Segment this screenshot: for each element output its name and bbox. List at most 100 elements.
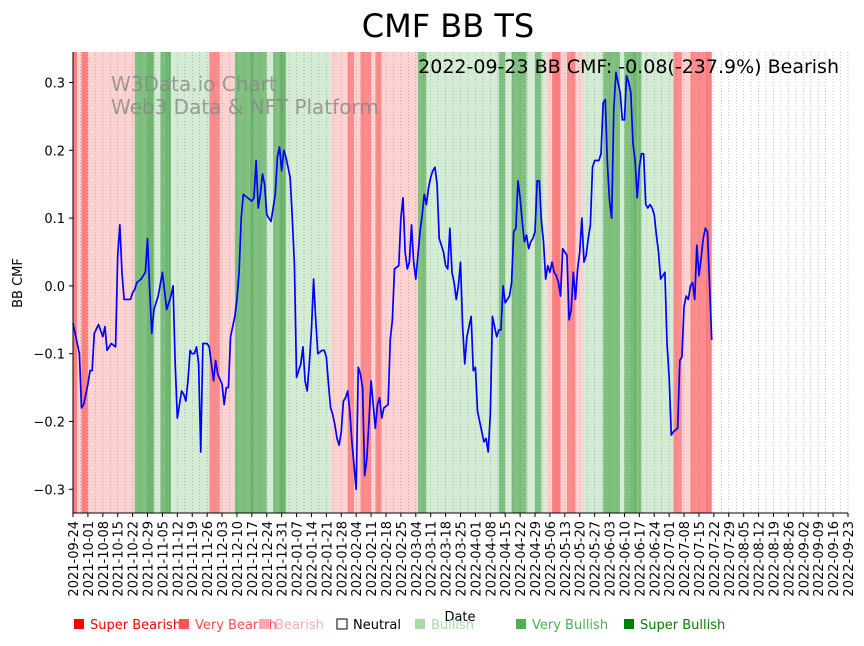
regime-band-35 [535,52,542,513]
x-tick-label: 2022-08-19 [767,521,782,597]
regime-band-48 [641,52,674,513]
regime-band-17 [279,52,286,513]
x-tick-label: 2021-12-03 [216,521,231,597]
y-tick-label: 0.2 [44,144,65,159]
legend-label: Very Bearish [195,618,277,633]
regime-band-2 [81,52,88,513]
x-tick-label: 2022-03-18 [440,521,455,597]
regime-band-31 [498,52,506,513]
x-tick-label: 2021-10-22 [127,521,142,597]
regime-band-46 [632,52,638,513]
regime-band-37 [545,52,553,513]
legend-swatch-6 [624,619,634,629]
x-tick-label: 2021-10-15 [112,521,127,597]
x-tick-label: 2021-11-26 [201,521,216,597]
x-tick-label: 2022-02-04 [350,521,365,597]
regime-band-10 [209,52,220,513]
x-tick-label: 2022-05-13 [559,521,574,597]
y-tick-label: 0.3 [44,77,65,92]
legend-label: Very Bullish [532,618,608,633]
regime-band-40 [566,52,576,513]
legend-swatch-5 [516,619,526,629]
regime-band-0 [73,52,78,513]
x-tick-label: 2022-09-16 [827,521,842,597]
legend-swatch-2 [259,619,269,629]
regime-band-14 [253,52,267,513]
regime-band-23 [354,52,361,513]
x-tick-label: 2022-08-05 [738,521,753,597]
legend-label: Bearish [275,618,324,633]
regime-bands [73,52,712,513]
x-tick-label: 2022-01-07 [291,521,306,597]
x-tick-label: 2022-08-12 [753,521,768,597]
x-tick-label: 2022-07-22 [708,521,723,597]
x-tick-label: 2022-06-17 [633,521,648,597]
regime-band-25 [371,52,376,513]
regime-band-9 [170,52,210,513]
regime-band-3 [87,52,135,513]
x-tick-label: 2021-12-17 [246,521,261,597]
watermark-line-2: Web3 Data & NFT Platform [111,95,379,119]
regime-band-36 [541,52,546,513]
regime-band-30 [439,52,499,513]
regime-band-33 [511,52,527,513]
regime-band-39 [560,52,567,513]
regime-band-47 [637,52,642,513]
regime-band-32 [505,52,512,513]
x-tick-label: 2022-09-23 [842,521,857,597]
regime-band-52 [705,52,712,513]
regime-band-34 [526,52,536,513]
x-tick-label: 2022-01-14 [305,521,320,597]
x-tick-label: 2022-09-02 [797,521,812,597]
x-tick-label: 2022-01-28 [335,521,350,597]
x-tick-label: 2021-12-10 [231,521,246,597]
series-line-0 [72,71,713,491]
regime-band-21 [337,52,348,513]
regime-band-50 [681,52,691,513]
y-tick-label: 0.0 [44,280,65,295]
regime-band-38 [552,52,561,513]
x-tick-label: 2021-12-31 [276,521,291,597]
last-value-annotation: 2022-09-23 BB CMF: -0.08(-237.9%) Bearis… [418,56,839,78]
legend-label: Neutral [353,618,401,633]
x-tick-label: 2022-04-08 [484,521,499,597]
x-axis-label: Date [444,610,475,625]
x-tick-label: 2021-10-08 [97,521,112,597]
regime-band-24 [360,52,372,513]
y-axis-label: BB CMF [11,258,26,308]
regime-band-13 [249,52,254,513]
legend-swatch-0 [74,619,84,629]
x-tick-label: 2021-10-29 [142,521,157,597]
regime-band-5 [147,52,154,513]
regime-band-1 [77,52,82,513]
y-tick-label: −0.2 [33,415,65,430]
regime-band-45 [624,52,633,513]
x-tick-label: 2022-06-03 [604,521,619,597]
regime-band-15 [266,52,274,513]
regime-band-27 [381,52,418,513]
vertical-gridlines [72,52,849,513]
regime-band-51 [690,52,706,513]
regime-band-26 [375,52,382,513]
x-tick-label: 2022-05-27 [589,521,604,597]
x-tick-label: 2022-01-21 [320,521,335,597]
x-tick-label: 2021-10-01 [82,521,97,597]
regime-band-6 [153,52,161,513]
x-tick-label: 2021-11-12 [171,521,186,597]
x-tick-label: 2022-03-11 [425,521,440,597]
legend-label: Super Bullish [640,618,725,633]
regime-band-4 [134,52,148,513]
x-tick-label: 2022-07-29 [723,521,738,597]
x-tick-label: 2022-05-06 [544,521,559,597]
x-tick-label: 2022-07-01 [663,521,678,597]
x-tick-label: 2022-06-10 [618,521,633,597]
regime-band-41 [575,52,584,513]
regime-band-16 [273,52,280,513]
x-tick-label: 2022-03-25 [455,521,470,597]
x-tick-label: 2021-09-24 [67,521,82,597]
y-tick-label: −0.3 [33,483,65,498]
x-tick-label: 2021-11-05 [156,521,171,597]
x-tick-label: 2022-02-18 [380,521,395,597]
